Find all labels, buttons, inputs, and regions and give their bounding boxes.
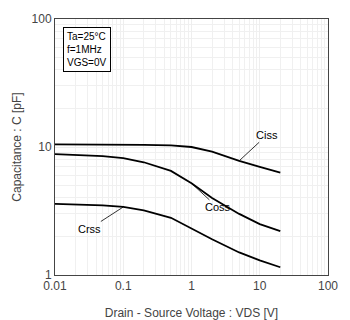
- svg-text:0.1: 0.1: [115, 279, 132, 293]
- svg-text:0.01: 0.01: [43, 279, 67, 293]
- svg-text:Coss: Coss: [205, 201, 231, 213]
- svg-text:Crss: Crss: [78, 223, 101, 235]
- svg-text:10: 10: [253, 279, 267, 293]
- svg-text:1: 1: [45, 268, 52, 282]
- svg-text:10: 10: [38, 140, 52, 154]
- svg-text:Capacitance : C [pF]: Capacitance : C [pF]: [10, 92, 24, 201]
- svg-text:Ta=25°Cf=1MHzVGS=0V: Ta=25°Cf=1MHzVGS=0V: [67, 31, 107, 68]
- svg-text:Ciss: Ciss: [256, 129, 278, 141]
- svg-text:Drain - Source Voltage : VDS [: Drain - Source Voltage : VDS [V]: [105, 306, 278, 320]
- svg-text:100: 100: [32, 12, 52, 26]
- svg-text:1: 1: [188, 279, 195, 293]
- svg-text:100: 100: [318, 279, 338, 293]
